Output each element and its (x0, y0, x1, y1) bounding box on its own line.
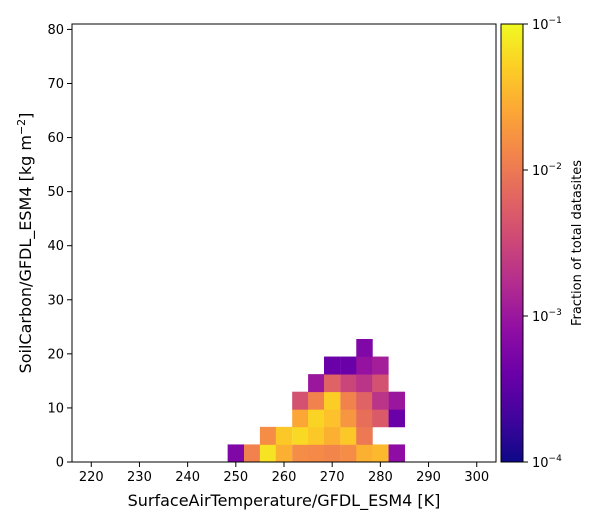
heatmap-cell (340, 356, 357, 375)
heatmap-cell (356, 409, 373, 428)
x-axis: 220 230 240 250 260 270 280 290 300 (79, 462, 489, 485)
heatmap-cell (356, 444, 373, 463)
heatmap-cell (340, 391, 357, 410)
colorbar-ticks: 10−1 10−2 10−3 10−4 (523, 16, 562, 471)
y-tick-label: 10 (47, 401, 64, 416)
heatmap-cell (292, 426, 309, 445)
y-axis: 0 10 20 30 40 50 60 70 80 (47, 23, 72, 471)
heatmap-cell (372, 391, 389, 410)
heatmap-cell (308, 444, 325, 463)
heatmap-cell (372, 374, 389, 393)
heatmap-cell (323, 374, 341, 393)
heatmap-cell (388, 391, 405, 410)
heatmap-cell (340, 374, 357, 393)
x-tick-label: 260 (272, 470, 297, 485)
x-tick-label: 300 (464, 470, 489, 485)
heatmap-cell (227, 444, 245, 463)
heatmap-cell (356, 374, 373, 393)
y-tick-label: 60 (47, 131, 64, 146)
colorbar-label: Fraction of total datasites (570, 160, 585, 326)
heatmap-cell (388, 409, 405, 428)
x-tick-label: 240 (175, 470, 200, 485)
colorbar-tick-label: 10−2 (532, 162, 562, 179)
y-tick-label: 30 (47, 293, 64, 308)
y-tick-label: 70 (47, 77, 64, 92)
x-tick-label: 290 (416, 470, 441, 485)
heatmap-cell (356, 356, 373, 375)
y-tick-label: 40 (47, 239, 64, 254)
heatmap-cell (323, 391, 341, 410)
heatmap-cell (372, 356, 389, 375)
heatmap-cell (308, 391, 325, 410)
heatmap-cell (323, 409, 341, 428)
x-axis-label: SurfaceAirTemperature/GFDL_ESM4 [K] (128, 491, 441, 511)
y-tick-label: 0 (56, 456, 64, 471)
heatmap-cell (275, 426, 293, 445)
heatmap-cell (340, 409, 357, 428)
heatmap-cell (323, 356, 341, 375)
heatmap-cell (308, 374, 325, 393)
heatmap-cell (356, 426, 373, 445)
heatmap-cell (356, 338, 373, 357)
colorbar: 10−1 10−2 10−3 10−4 Fraction of total datas… (500, 16, 585, 471)
heatmap-cell (340, 426, 357, 445)
colorbar-tick-label: 10−1 (532, 16, 562, 33)
colorbar-gradient (500, 23, 524, 463)
y-tick-label: 80 (47, 23, 64, 38)
heatmap-cell (388, 444, 405, 463)
heatmap-cell (372, 444, 389, 463)
x-tick-label: 280 (368, 470, 393, 485)
heatmap-cell (259, 426, 277, 445)
y-tick-label: 50 (47, 185, 64, 200)
heatmap-cell (292, 409, 309, 428)
heatmap-cell (323, 426, 341, 445)
heatmap-cell (292, 444, 309, 463)
x-tick-label: 230 (127, 470, 152, 485)
heatmap-cell (308, 426, 325, 445)
heatmap-cell (292, 391, 309, 410)
y-tick-label: 20 (47, 347, 64, 362)
heatmap-cell (259, 444, 277, 463)
heatmap-cell (356, 391, 373, 410)
colorbar-tick-label: 10−3 (532, 308, 562, 325)
heatmap-cell (340, 444, 357, 463)
x-tick-label: 250 (223, 470, 248, 485)
heatmap-cell (275, 444, 293, 463)
heatmap-cells (227, 338, 405, 463)
y-axis-label: SoilCarbon/GFDL_ESM4 [kg m−2] (15, 113, 36, 374)
colorbar-tick-label: 10−4 (532, 454, 562, 471)
x-tick-label: 220 (79, 470, 104, 485)
heatmap-cell (244, 444, 261, 463)
plot-frame (71, 23, 497, 463)
x-tick-label: 270 (320, 470, 345, 485)
heatmap-cell (372, 409, 389, 428)
heatmap-cell (308, 409, 325, 428)
heatmap-cell (323, 444, 341, 463)
